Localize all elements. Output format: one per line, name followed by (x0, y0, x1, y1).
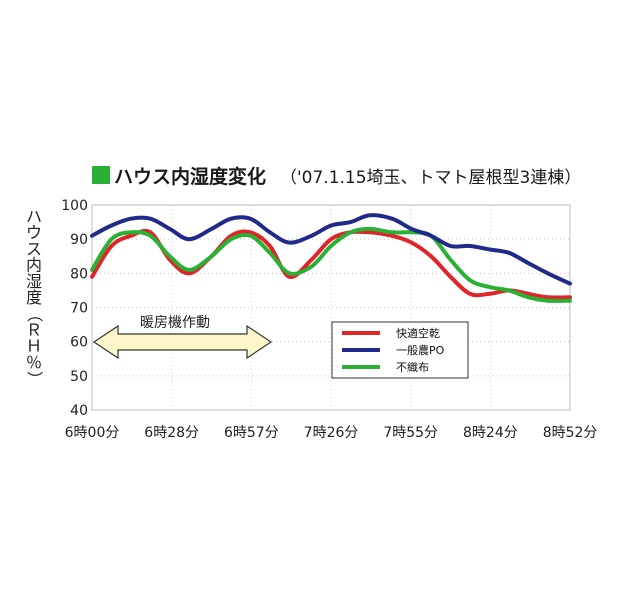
x-tick-label: 6時00分 (65, 425, 120, 441)
y-tick-label: 80 (70, 266, 88, 282)
y-label-char: （ (25, 306, 44, 322)
series-line-3 (90, 226, 572, 303)
legend-label: 快適空乾 (396, 326, 440, 340)
x-tick-label: 8時52分 (543, 425, 598, 441)
x-tick-label: 7時55分 (383, 425, 438, 441)
y-label-char: ス (26, 239, 42, 258)
title-subtitle: （'07.1.15埼玉、トマト屋根型3連棟） (280, 168, 581, 188)
y-label-char: ハ (26, 207, 42, 226)
series-line-2 (90, 213, 572, 286)
y-tick-label: 100 (61, 198, 88, 214)
y-label-char: 内 (26, 256, 42, 275)
x-tick-label: 7時26分 (304, 425, 359, 441)
y-tick-labels: 100 90 80 70 60 50 40 (61, 198, 88, 419)
chart-title: ハウス内湿度変化 （'07.1.15埼玉、トマト屋根型3連棟） (92, 165, 581, 188)
y-label-char: ） (25, 371, 44, 387)
plot-area (91, 204, 571, 411)
y-label-char: Ｒ (26, 320, 42, 339)
y-label-char: ウ (26, 223, 42, 242)
y-label-char: 湿 (26, 272, 42, 291)
y-tick-label: 90 (70, 232, 88, 248)
series-line-1 (90, 228, 572, 300)
x-tick-label: 6時57分 (224, 425, 279, 441)
legend-label: 一般農PO (396, 343, 445, 357)
y-tick-label: 50 (70, 369, 88, 385)
x-tick-label: 8時24分 (463, 425, 518, 441)
y-label-char: 度 (26, 288, 42, 307)
series-lines (90, 213, 572, 303)
y-tick-label: 60 (70, 335, 88, 351)
y-axis-label: ハウス内湿度（ＲＨ％） (25, 207, 44, 387)
y-tick-label: 70 (70, 301, 88, 317)
annotation-label: 暖房機作動 (140, 315, 210, 331)
double-arrow-icon (92, 324, 273, 360)
x-tick-label: 6時28分 (144, 425, 199, 441)
y-label-char: Ｈ (26, 337, 42, 356)
x-tick-labels: 6時00分 6時28分 6時57分 7時26分 7時55分 8時24分 8時52分 (65, 425, 598, 441)
title-main: ハウス内湿度変化 (114, 165, 266, 188)
legend-label: 不織布 (396, 361, 429, 374)
heater-annotation: 暖房機作動 (92, 315, 273, 360)
y-tick-label: 40 (70, 403, 88, 419)
y-label-char: ％ (26, 353, 42, 372)
title-square-icon (92, 166, 110, 184)
